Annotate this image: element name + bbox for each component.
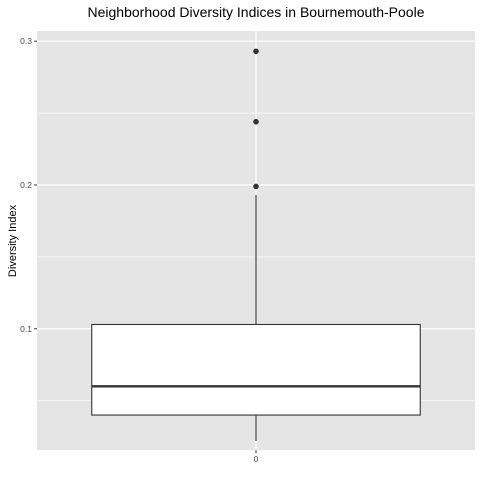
x-tick-label: 0 [254,454,259,464]
box-body [91,323,421,416]
y-axis: 0.1 0.2 0.3 [20,36,37,334]
x-axis: 0 [254,450,259,464]
boxplot-marks [91,48,421,441]
outlier-point [253,118,259,125]
y-tick-label: 0.2 [20,180,32,190]
outlier-point [253,48,259,55]
outlier-point [253,183,259,190]
y-tick-label: 0.1 [20,324,32,334]
chart-title: Neighborhood Diversity Indices in Bourne… [88,4,425,20]
y-axis-title: Diversity Index [7,204,19,277]
y-tick-label: 0.3 [20,36,32,46]
